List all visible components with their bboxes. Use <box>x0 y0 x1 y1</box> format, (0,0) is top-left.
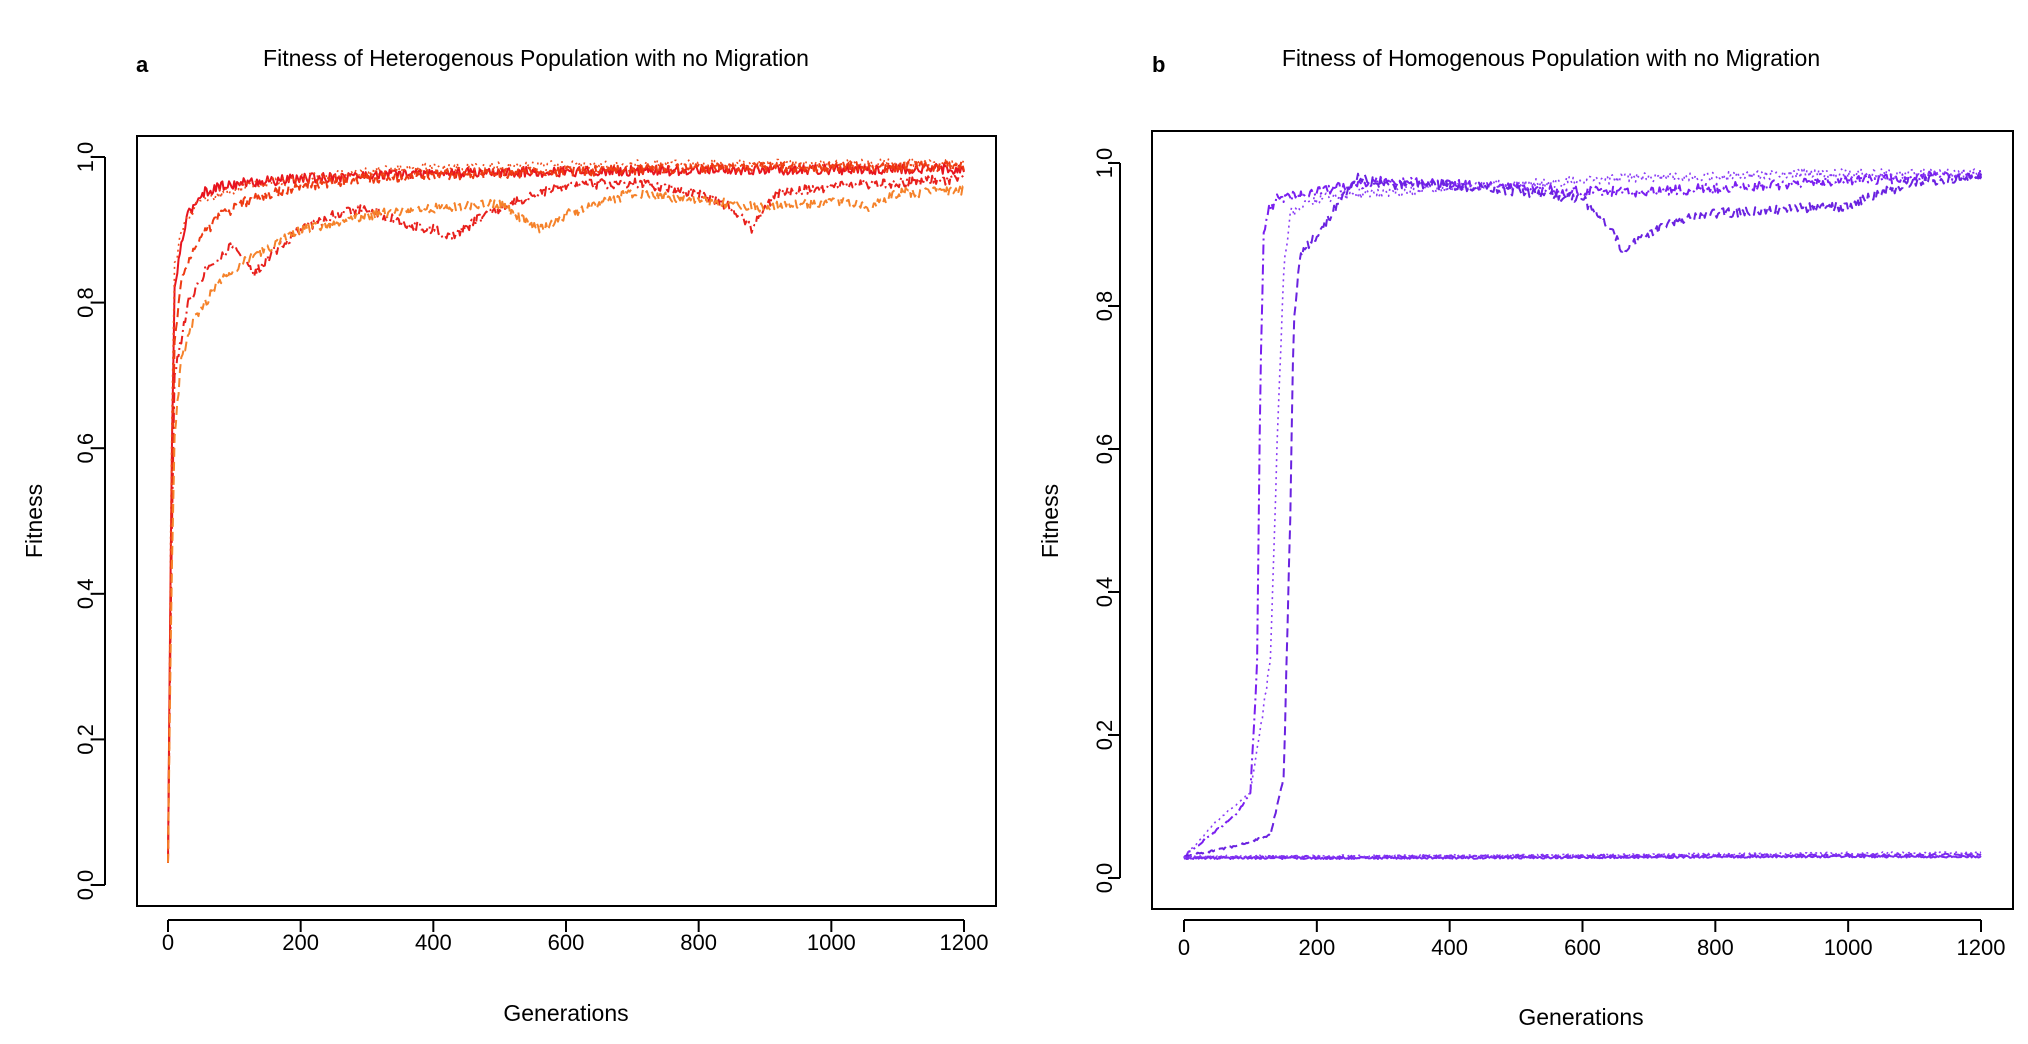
y-axis-label-b: Fitness <box>1037 484 1063 558</box>
plot-frame-b <box>1151 130 2014 910</box>
series-line <box>167 162 965 863</box>
y-tick-label: 0.4 <box>1092 577 1117 608</box>
x-axis-b: 0 200 400 600 800 1000 1200 <box>1178 919 2006 960</box>
y-tick-label: 0.6 <box>73 433 98 464</box>
x-tick-label: 1000 <box>1824 935 1873 960</box>
y-axis-label-a: Fitness <box>21 484 47 558</box>
x-tick-label: 800 <box>1697 935 1734 960</box>
x-axis-label-b: Generations <box>1518 1004 1643 1030</box>
series-line <box>167 174 965 863</box>
x-axis-a: 0 200 400 600 800 1000 1200 <box>162 919 989 955</box>
x-tick-label: 200 <box>282 930 319 955</box>
y-tick-label: 0.2 <box>73 724 98 755</box>
series-line <box>1183 168 1982 859</box>
y-axis-b: 0.0 0.2 0.4 0.6 0.8 1.0 <box>1092 148 1121 894</box>
series-group-a <box>167 158 965 863</box>
x-tick-label: 1000 <box>807 930 856 955</box>
series-line <box>1184 850 1982 859</box>
y-tick-label: 0.4 <box>73 579 98 610</box>
plot-frame-a <box>136 135 997 907</box>
x-tick-label: 400 <box>415 930 452 955</box>
y-tick-label: 0.6 <box>1092 434 1117 465</box>
x-tick-label: 0 <box>162 930 174 955</box>
y-tick-label: 0.8 <box>1092 291 1117 322</box>
x-tick-label: 200 <box>1298 935 1335 960</box>
x-tick-label: 600 <box>1564 935 1601 960</box>
x-tick-label: 0 <box>1178 935 1190 960</box>
series-line <box>167 185 965 863</box>
y-tick-label: 0.2 <box>1092 720 1117 751</box>
y-tick-label: 0.0 <box>1092 863 1117 894</box>
chart-title-a: Fitness of Heterogenous Population with … <box>263 45 809 71</box>
series-line <box>1183 852 1982 860</box>
y-tick-label: 0.8 <box>73 287 98 318</box>
series-line <box>167 158 965 863</box>
series-line <box>1183 172 1982 859</box>
y-tick-label: 1.0 <box>73 142 98 173</box>
x-tick-label: 800 <box>680 930 717 955</box>
chart-title-b: Fitness of Homogenous Population with no… <box>1282 45 1820 71</box>
y-tick-label: 1.0 <box>1092 148 1117 179</box>
series-group-b <box>1183 168 1982 860</box>
panel-a: a Fitness of Heterogenous Population wit… <box>21 45 997 1026</box>
panel-letter-b: b <box>1152 52 1165 77</box>
x-tick-label: 400 <box>1431 935 1468 960</box>
x-tick-label: 1200 <box>940 930 989 955</box>
x-tick-label: 1200 <box>1957 935 2006 960</box>
series-line <box>167 160 965 863</box>
x-tick-label: 600 <box>548 930 585 955</box>
panel-b: b Fitness of Homogenous Population with … <box>1037 45 2014 1030</box>
y-axis-a: 0.0 0.2 0.4 0.6 0.8 1.0 <box>73 142 106 901</box>
panel-letter-a: a <box>136 52 149 77</box>
x-axis-label-a: Generations <box>503 1000 628 1026</box>
y-tick-label: 0.0 <box>73 870 98 901</box>
series-line <box>1183 168 1982 858</box>
